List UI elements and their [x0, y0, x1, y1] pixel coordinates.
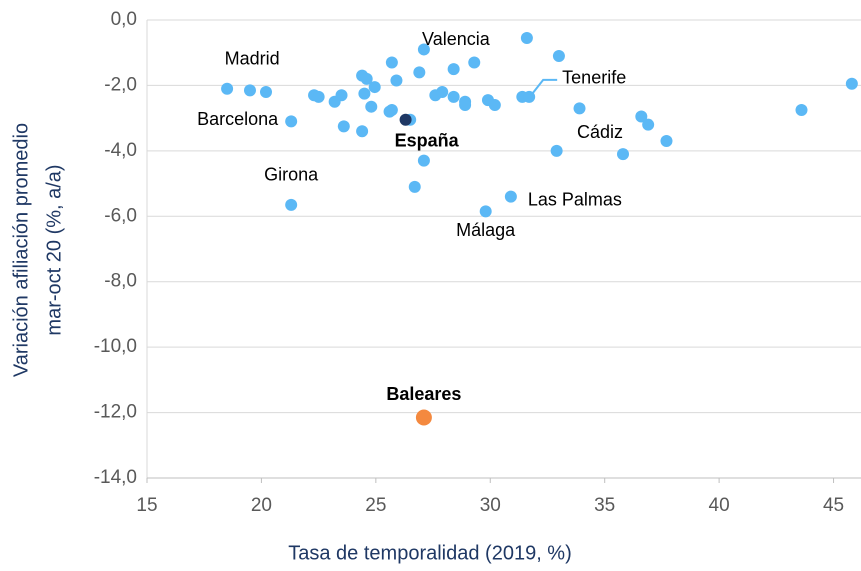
point-label: Barcelona	[197, 109, 279, 129]
point	[260, 85, 272, 98]
point	[795, 103, 808, 116]
y-tick-label: -6,0	[104, 205, 137, 226]
point	[408, 180, 421, 193]
point-label: Málaga	[456, 220, 516, 240]
point	[413, 66, 426, 79]
x-axis-label: Tasa de temporalidad (2019, %)	[288, 542, 572, 564]
point	[399, 113, 412, 126]
point	[417, 43, 430, 56]
y-tick-label: -2,0	[104, 74, 137, 95]
point	[415, 409, 432, 426]
point	[312, 90, 325, 103]
point	[385, 56, 398, 69]
point-label: Baleares	[386, 384, 461, 404]
point	[552, 49, 565, 62]
point	[520, 31, 533, 44]
leader-line	[531, 78, 558, 95]
point	[447, 63, 460, 76]
point-label: Valencia	[422, 29, 491, 49]
point-label: Las Palmas	[528, 189, 622, 209]
point	[285, 115, 298, 128]
point	[660, 135, 673, 148]
x-tick-label: 30	[480, 495, 501, 516]
point	[479, 205, 492, 218]
point	[285, 198, 298, 211]
y-axis-label: Variación afiliación promedio	[10, 123, 32, 377]
x-tick-label: 35	[594, 495, 615, 516]
point	[356, 125, 369, 138]
x-tick-label: 15	[136, 495, 157, 516]
y-tick-label: -8,0	[104, 271, 137, 292]
point	[845, 77, 858, 90]
point	[360, 72, 373, 85]
y-tick-label: 0,0	[111, 9, 137, 30]
point	[436, 85, 449, 98]
point	[417, 154, 430, 167]
y-tick-label: -14,0	[94, 467, 137, 488]
y-tick-label: -12,0	[94, 402, 137, 423]
point	[550, 144, 563, 157]
point	[617, 148, 629, 161]
y-tick-label: -4,0	[104, 140, 137, 161]
point	[459, 99, 472, 112]
point	[504, 190, 517, 203]
point-label: España	[395, 131, 460, 151]
y-axis-label: mar-oct 20 (%, a/a)	[43, 164, 65, 335]
point	[468, 56, 481, 69]
x-tick-label: 45	[823, 495, 844, 516]
point-label: Girona	[264, 165, 319, 185]
point	[337, 120, 350, 133]
point	[243, 84, 256, 97]
point	[390, 74, 403, 87]
point	[358, 87, 371, 100]
point	[635, 110, 648, 123]
point	[385, 103, 398, 116]
point	[642, 118, 655, 131]
point	[335, 89, 348, 102]
x-tick-label: 20	[251, 495, 272, 516]
y-tick-label: -10,0	[94, 336, 137, 357]
point	[221, 82, 234, 95]
point	[365, 100, 378, 113]
point	[368, 81, 381, 94]
x-tick-label: 25	[365, 495, 386, 516]
point-label: Cádiz	[577, 122, 623, 142]
point-label: Madrid	[225, 48, 280, 68]
point	[447, 90, 460, 103]
point	[573, 102, 586, 115]
point-label: Tenerife	[562, 68, 626, 88]
x-tick-label: 40	[709, 495, 730, 516]
point	[488, 99, 501, 112]
